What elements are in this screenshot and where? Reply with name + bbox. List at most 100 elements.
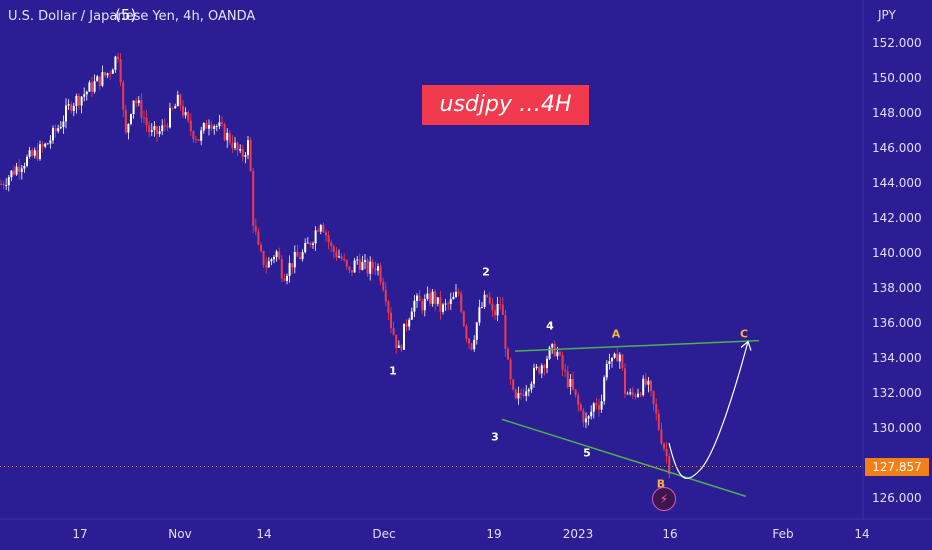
candle-body [481,306,483,308]
candle-body [556,351,559,357]
candle-body [540,365,543,374]
candle-body [140,100,143,118]
wave-label-c: C [739,327,749,341]
candle-body [478,307,481,323]
candle-body [301,252,304,260]
candle-body [41,144,44,147]
candle-body [587,416,590,419]
candle-body [530,383,533,390]
candle-body [143,117,145,119]
candle-body [525,391,528,396]
candle-body [124,109,127,133]
candle-body [176,94,179,107]
candle-body [296,251,299,257]
y-tick-label: 142.000 [872,211,922,225]
candle-body [483,294,486,307]
candle-body [265,265,268,268]
candle-body [322,225,325,233]
candle-body [410,311,413,320]
candle-body [397,345,400,348]
candle-body [574,389,577,396]
candle-body [39,144,41,160]
candle-body [132,100,135,115]
candle-body [182,105,184,116]
candle-body [598,405,600,410]
candle-body [98,76,101,87]
chart-title: U.S. Dollar / Japanese Yen, 4h, OANDA [8,9,256,24]
wave-label-5: 5 [583,446,591,460]
candle-body [286,275,288,281]
wave-label-a: A [611,327,621,341]
candle-body [280,259,283,279]
upper-trendline[interactable] [514,339,760,352]
candle-body [465,325,468,339]
candle-body [252,171,255,226]
candle-body [161,125,164,132]
candle-body [488,296,491,304]
candle-body [551,343,554,348]
candle-body [52,127,54,141]
y-tick-label: 134.000 [872,351,922,365]
candle-body [460,293,463,312]
candle-body [668,455,671,474]
candle-body [650,380,652,391]
candle-body [197,139,200,141]
y-tick-label: 150.000 [872,71,922,85]
candle-body [234,142,236,149]
candle-body [663,443,665,449]
candle-body [83,94,86,97]
x-tick-label: Feb [772,527,794,541]
candle-body [101,72,104,87]
candle-body [457,291,460,294]
candle-body [595,403,598,406]
candle-body [106,73,109,76]
candle-body [330,242,333,247]
candle-body [59,126,62,129]
candle-body [257,231,260,245]
candle-body [202,122,205,131]
candle-body [470,343,473,350]
candle-body [31,150,34,156]
candle-body [65,105,67,122]
candle-body [608,361,611,364]
candle-body [462,311,465,326]
wave-label-b: B [656,477,666,491]
candle-body [192,131,195,140]
candle-body [314,230,317,244]
candle-body [548,347,551,359]
candle-body [577,395,580,405]
candle-body [33,150,36,156]
wave-label-1: 1 [389,364,397,378]
candle-body [195,139,197,140]
candle-body [260,244,262,251]
x-tick-label: 17 [72,527,88,541]
candle-body [88,82,91,92]
y-tick-label: 146.000 [872,141,922,155]
candle-body [358,259,361,270]
candle-body [631,392,634,395]
candle-body [486,294,489,297]
candle-body [288,263,291,276]
candle-body [145,117,148,125]
y-tick-label: 148.000 [872,106,922,120]
candle-body [603,377,606,402]
candle-body [538,366,541,374]
candle-body [338,256,340,258]
candle-body [520,393,522,395]
candle-body [153,126,156,131]
projection-arrow-path[interactable] [668,341,749,479]
candle-body [283,278,286,281]
candle-body [189,120,192,132]
chart-banner-label[interactable]: usdjpy …4H [422,85,589,125]
lightning-icon[interactable]: ⚡ [652,487,676,511]
candle-body [215,126,218,127]
candle-body [447,303,450,305]
candle-body [28,150,31,157]
candle-body [512,379,515,390]
candle-body [379,266,382,282]
candle-body [366,260,369,274]
candle-body [361,261,364,270]
lower-trendline[interactable] [501,418,747,498]
candle-body [496,303,499,316]
